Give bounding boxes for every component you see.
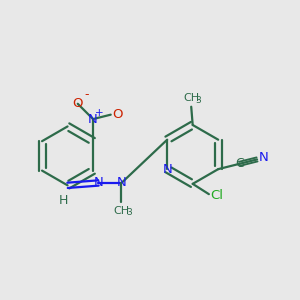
Text: CH: CH <box>183 94 199 103</box>
Text: H: H <box>58 194 68 207</box>
Text: Cl: Cl <box>211 189 224 202</box>
Text: N: N <box>117 176 126 190</box>
Text: N: N <box>162 163 172 176</box>
Text: 3: 3 <box>196 96 202 105</box>
Text: CH: CH <box>113 206 130 216</box>
Text: O: O <box>112 108 122 121</box>
Text: 3: 3 <box>126 208 132 217</box>
Text: O: O <box>73 97 83 110</box>
Text: -: - <box>84 88 89 101</box>
Text: N: N <box>94 176 103 190</box>
Text: N: N <box>259 152 269 164</box>
Text: +: + <box>95 108 104 118</box>
Text: C: C <box>235 157 244 170</box>
Text: N: N <box>88 112 98 126</box>
